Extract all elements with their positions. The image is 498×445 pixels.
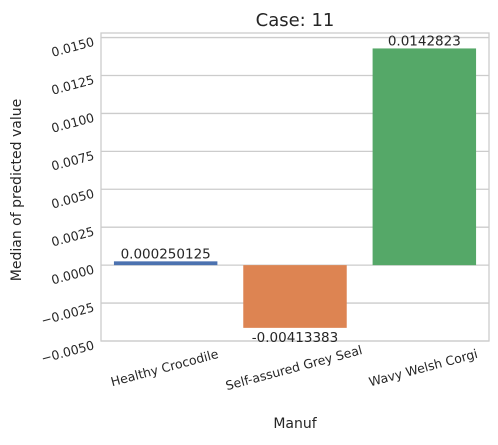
data-labels: 0.000250125 -0.00413383 0.0142823 — [121, 33, 461, 345]
bar-value-label: 0.0142823 — [388, 33, 461, 49]
x-tick-label: Healthy Crocodile — [109, 346, 220, 389]
y-tick-label: 0.0000 — [50, 262, 96, 288]
bar-value-label: 0.000250125 — [121, 246, 211, 262]
y-tick-label: −0.0050 — [40, 337, 96, 366]
y-axis-ticks: −0.0050 −0.0025 0.0000 0.0025 0.0050 0.0075 0.… — [40, 34, 96, 366]
bar — [113, 261, 218, 266]
y-tick-label: 0.0100 — [50, 110, 96, 136]
bar — [372, 48, 477, 266]
x-tick-label: Self-assured Grey Seal — [224, 342, 364, 393]
x-tick-label: Wavy Welsh Corgi — [367, 346, 479, 389]
y-axis-label: Median of predicted value — [9, 99, 25, 281]
x-axis-label: Manuf — [273, 416, 317, 432]
y-tick-label: 0.0050 — [50, 186, 96, 212]
bar — [243, 265, 347, 328]
y-tick-label: 0.0075 — [50, 148, 96, 174]
y-tick-label: 0.0025 — [50, 224, 96, 250]
chart-title: Case: 11 — [256, 10, 335, 31]
bar-value-label: -0.00413383 — [252, 330, 338, 346]
plot-frame — [100, 32, 490, 342]
plot-area-border — [100, 32, 490, 342]
bars — [113, 48, 477, 328]
y-tick-label: 0.0150 — [50, 34, 96, 60]
y-tick-label: −0.0025 — [40, 299, 96, 328]
x-axis-ticks: Healthy Crocodile Self-assured Grey Seal W… — [109, 342, 479, 393]
y-tick-label: 0.0125 — [50, 72, 96, 98]
